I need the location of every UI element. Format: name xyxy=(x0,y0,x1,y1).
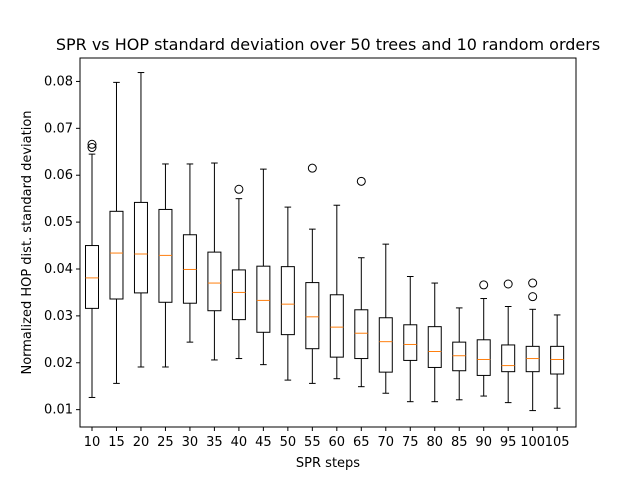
iqr-box xyxy=(501,344,516,373)
x-tick-label: 10 xyxy=(84,435,101,450)
iqr-box xyxy=(280,266,295,336)
chart-title: SPR vs HOP standard deviation over 50 tr… xyxy=(56,35,600,54)
outlier-point xyxy=(307,163,317,173)
iqr-box xyxy=(207,251,222,312)
iqr-box xyxy=(452,341,467,372)
iqr-box xyxy=(403,324,418,361)
y-tick-label: 0.02 xyxy=(44,356,73,371)
iqr-box xyxy=(427,326,442,368)
x-tick-label: 50 xyxy=(280,435,297,450)
outlier-point xyxy=(528,278,538,288)
y-tick-label: 0.07 xyxy=(44,121,73,136)
plot-frame xyxy=(79,57,577,428)
outlier-point xyxy=(87,143,97,153)
x-tick-label: 45 xyxy=(255,435,272,450)
x-tick-label: 60 xyxy=(329,435,346,450)
x-tick-label: 65 xyxy=(353,435,370,450)
x-tick-label: 105 xyxy=(545,435,570,450)
x-axis-label: SPR steps xyxy=(296,456,360,471)
x-tick-label: 35 xyxy=(206,435,223,450)
iqr-box xyxy=(305,282,320,350)
x-tick-label: 80 xyxy=(426,435,443,450)
x-tick-label: 95 xyxy=(500,435,517,450)
outlier-point xyxy=(87,139,97,149)
outlier-point xyxy=(528,292,538,302)
iqr-box xyxy=(133,201,148,294)
y-tick-label: 0.08 xyxy=(44,74,73,89)
x-tick-label: 20 xyxy=(133,435,150,450)
y-tick-label: 0.05 xyxy=(44,215,73,230)
x-tick-label: 25 xyxy=(157,435,174,450)
iqr-box xyxy=(476,339,491,376)
y-tick-label: 0.04 xyxy=(44,262,73,277)
outlier-point xyxy=(356,176,366,186)
x-tick-label: 40 xyxy=(231,435,248,450)
y-tick-label: 0.03 xyxy=(44,309,73,324)
iqr-box xyxy=(256,265,271,333)
x-tick-label: 75 xyxy=(402,435,419,450)
iqr-box xyxy=(550,345,565,375)
outlier-point xyxy=(479,280,489,290)
x-tick-label: 70 xyxy=(378,435,395,450)
y-tick-label: 0.01 xyxy=(44,403,73,418)
iqr-box xyxy=(85,245,99,309)
y-axis-label: Normalized HOP dist. standard deviation xyxy=(20,110,35,374)
outlier-point xyxy=(234,184,244,194)
iqr-box xyxy=(231,269,246,321)
x-tick-label: 85 xyxy=(451,435,468,450)
iqr-box xyxy=(109,210,124,300)
outlier-point xyxy=(503,279,513,289)
x-tick-label: 100 xyxy=(520,435,545,450)
iqr-box xyxy=(354,309,369,360)
x-tick-label: 30 xyxy=(182,435,199,450)
y-tick-label: 0.06 xyxy=(44,168,73,183)
x-tick-label: 55 xyxy=(304,435,321,450)
x-tick-label: 90 xyxy=(475,435,492,450)
x-tick-label: 15 xyxy=(108,435,125,450)
iqr-box xyxy=(329,294,344,358)
iqr-box xyxy=(378,317,393,373)
